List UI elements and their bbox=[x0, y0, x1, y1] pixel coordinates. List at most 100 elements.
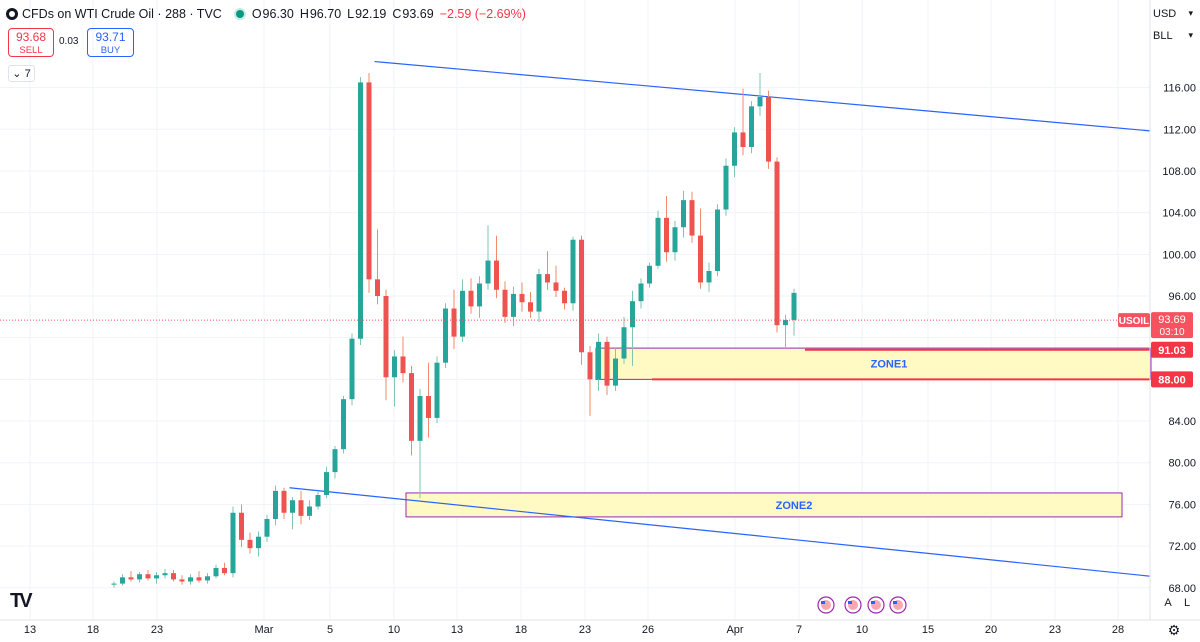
unit-selector[interactable]: BLL ▾ bbox=[1153, 30, 1199, 42]
zones-layer: ZONE1 ZONE2 bbox=[405, 347, 1152, 518]
candle-body bbox=[366, 82, 372, 280]
x-tick-label: 10 bbox=[856, 624, 868, 636]
candle-body bbox=[128, 577, 134, 580]
candle-body bbox=[485, 260, 491, 284]
candle-body bbox=[298, 500, 304, 516]
y-tick-label: 72.00 bbox=[1168, 541, 1196, 553]
currency-label: USD bbox=[1153, 8, 1177, 20]
candle-body bbox=[281, 490, 287, 513]
high-value: 96.70 bbox=[309, 7, 342, 21]
candle-body bbox=[256, 536, 261, 549]
symbol-logo-icon bbox=[6, 8, 18, 20]
x-tick-label: 10 bbox=[388, 624, 400, 636]
x-tick-label: 26 bbox=[642, 624, 654, 636]
candle-body bbox=[783, 319, 788, 326]
candle-body bbox=[723, 165, 729, 210]
countdown-label: 03:10 bbox=[1159, 327, 1184, 338]
candle-body bbox=[774, 161, 780, 326]
candle-body bbox=[681, 200, 686, 228]
buy-price: 93.71 bbox=[95, 30, 126, 44]
candle-body bbox=[732, 132, 737, 166]
candle-body bbox=[749, 106, 754, 147]
candle-body bbox=[613, 358, 618, 386]
level-tag-label: 88.00 bbox=[1158, 374, 1186, 386]
candle-body bbox=[528, 302, 533, 312]
auto-scale-button[interactable]: A bbox=[1164, 597, 1172, 609]
zone-label-zone2: ZONE2 bbox=[776, 500, 813, 512]
x-tick-label: 18 bbox=[87, 624, 99, 636]
sell-price: 93.68 bbox=[15, 30, 47, 44]
indicators-count: 7 bbox=[24, 68, 31, 80]
close-value: 93.69 bbox=[402, 7, 434, 21]
y-tick-label: 76.00 bbox=[1168, 499, 1196, 511]
y-tick-label: 96.00 bbox=[1168, 291, 1196, 303]
currency-selector[interactable]: USD ▾ bbox=[1153, 8, 1199, 20]
candle-body bbox=[740, 132, 746, 147]
flag-icon-canton bbox=[848, 601, 852, 604]
candle-body bbox=[630, 301, 635, 328]
candle-body bbox=[247, 539, 253, 549]
market-status-icon bbox=[233, 8, 246, 20]
candle-body bbox=[111, 583, 117, 585]
candle-body bbox=[188, 577, 193, 582]
candle-body bbox=[477, 283, 482, 307]
low-label: L bbox=[347, 7, 355, 21]
x-tick-label: 23 bbox=[151, 624, 163, 636]
time-axis[interactable]: 13 18 23 Mar 5 10 13 18 23 26 Apr 7 10 15 20 23 28 bbox=[24, 624, 1124, 636]
candle-body bbox=[290, 500, 295, 513]
candle-body bbox=[536, 274, 542, 312]
symbol-title[interactable]: CFDs on WTI Crude Oil · 288 · TVC bbox=[22, 7, 222, 21]
candle-body bbox=[341, 399, 346, 450]
price-axis[interactable]: 68.00 72.00 76.00 80.00 84.00 96.00 100.00 104.… bbox=[1162, 83, 1196, 595]
candle-body bbox=[647, 265, 652, 284]
y-tick-label: 80.00 bbox=[1168, 458, 1196, 470]
candle-body bbox=[460, 290, 465, 337]
candle-body bbox=[273, 490, 278, 519]
x-tick-label: 5 bbox=[327, 624, 333, 636]
log-scale-button[interactable]: L bbox=[1183, 597, 1191, 609]
candle-body bbox=[332, 449, 338, 473]
candle-body bbox=[315, 495, 321, 507]
candle-body bbox=[426, 396, 431, 418]
sell-label: SELL bbox=[19, 45, 43, 56]
candle-body bbox=[349, 338, 355, 400]
candle-body bbox=[587, 352, 593, 380]
x-tick-label: 18 bbox=[515, 624, 527, 636]
candle-body bbox=[443, 308, 448, 363]
support-trendline bbox=[289, 487, 1151, 577]
y-tick-label: 68.00 bbox=[1168, 583, 1196, 595]
candle-body bbox=[171, 573, 176, 580]
trendlines-layer bbox=[289, 60, 1151, 577]
candle-body bbox=[706, 270, 712, 283]
open-label: O bbox=[251, 7, 262, 21]
candle-body bbox=[137, 574, 142, 580]
candle-body bbox=[766, 96, 771, 162]
x-tick-label: 7 bbox=[796, 624, 802, 636]
x-tick-label: 23 bbox=[579, 624, 591, 636]
flag-icon-canton bbox=[871, 601, 875, 604]
candle-body bbox=[179, 579, 185, 582]
levels-layer bbox=[652, 348, 1150, 381]
candle-body bbox=[553, 282, 559, 291]
buy-button[interactable]: 93.71 BUY bbox=[87, 28, 134, 57]
candle-body bbox=[375, 279, 380, 296]
sell-button[interactable]: 93.68 SELL bbox=[8, 28, 54, 57]
candle-body bbox=[604, 341, 610, 386]
candle-body bbox=[570, 239, 576, 304]
candle-body bbox=[358, 82, 363, 339]
candle-body bbox=[383, 296, 389, 378]
indicators-toggle-button[interactable]: ⌄ 7 bbox=[8, 65, 35, 82]
candle-body bbox=[621, 327, 627, 359]
candle-body bbox=[655, 217, 661, 266]
candle-body bbox=[307, 506, 312, 516]
tradingview-logo: TV bbox=[10, 590, 32, 612]
x-tick-label: 13 bbox=[24, 624, 36, 636]
candle-body bbox=[154, 575, 159, 579]
candle-body bbox=[120, 577, 125, 584]
candle-body bbox=[545, 274, 550, 283]
close-label: C bbox=[392, 7, 402, 21]
low-value: 92.19 bbox=[355, 7, 387, 21]
settings-gear-icon[interactable]: ⚙ bbox=[1167, 622, 1181, 638]
y-tick-label: 116.00 bbox=[1163, 83, 1196, 95]
